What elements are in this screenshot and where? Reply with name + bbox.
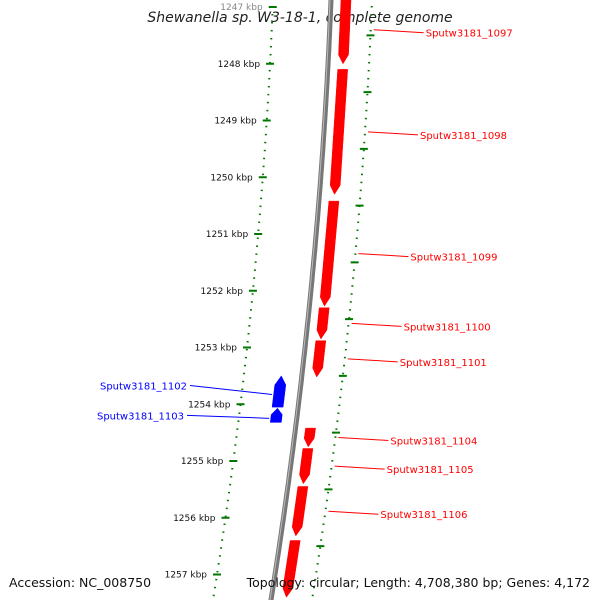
tick-label: 1251 kbp	[206, 230, 249, 240]
gene-label-leader	[367, 131, 419, 136]
gene-labels: Sputw3181_1097 Sputw3181_1098 Sputw3181_10…	[97, 29, 513, 522]
gene-label[interactable]: Sputw3181_1102	[100, 381, 187, 392]
tick-label: 1249 kbp	[214, 117, 257, 127]
gene-label-leader	[334, 465, 385, 470]
gene-arrow[interactable]	[270, 407, 283, 423]
tick-label: 1257 kbp	[165, 571, 208, 581]
gene-arrow[interactable]	[338, 0, 352, 65]
gene-label-leader	[351, 322, 402, 327]
gene-arrow[interactable]	[312, 340, 327, 378]
tick-label: 1255 kbp	[181, 457, 224, 467]
accession-text: Accession: NC_008750	[9, 575, 152, 590]
topology-text: Topology: circular; Length: 4,708,380 bp…	[246, 575, 590, 590]
gene-label[interactable]: Sputw3181_1105	[387, 465, 474, 476]
gene-label-leader	[328, 510, 379, 515]
tick-ruler: 1247 kbp 1248 kbp 1249 kbp 1250 kbp 1251 kbp…	[165, 0, 375, 600]
gene-label-leader	[186, 414, 270, 419]
backbone-line	[268, 0, 334, 600]
gene-arrow[interactable]	[329, 69, 348, 195]
gene-label[interactable]: Sputw3181_1097	[426, 29, 513, 40]
gene-features	[270, 0, 352, 598]
gene-label[interactable]: Sputw3181_1098	[420, 131, 507, 142]
tick-label: 1250 kbp	[210, 173, 253, 183]
tick-label: 1248 kbp	[218, 60, 261, 70]
gene-arrow[interactable]	[316, 307, 330, 340]
gene-label[interactable]: Sputw3181_1106	[380, 510, 467, 521]
gene-label-leader	[338, 436, 389, 441]
tick-label: 1256 kbp	[173, 514, 216, 524]
genome-backbone	[268, 0, 334, 600]
gene-arrow[interactable]	[282, 540, 301, 598]
gene-label-leader	[347, 358, 398, 363]
tick-label: 1253 kbp	[195, 344, 238, 354]
gene-label[interactable]: Sputw3181_1100	[404, 322, 491, 333]
gene-label[interactable]: Sputw3181_1101	[400, 358, 487, 369]
gene-label-leader	[189, 384, 273, 395]
gene-arrow[interactable]	[320, 200, 340, 307]
gene-label[interactable]: Sputw3181_1103	[97, 411, 184, 422]
backbone-highlight	[269, 0, 331, 600]
tick-label: 1247 kbp	[220, 3, 263, 13]
tick-label: 1254 kbp	[188, 400, 231, 410]
tick-label: 1252 kbp	[201, 287, 244, 297]
gene-label[interactable]: Sputw3181_1104	[390, 436, 477, 447]
gene-arrow[interactable]	[271, 375, 287, 408]
gene-label-leader	[358, 253, 409, 258]
inner-tick-ruler	[211, 0, 275, 600]
gene-arrow[interactable]	[303, 427, 316, 448]
gene-arrow[interactable]	[299, 448, 314, 485]
map-title: Shewanella sp. W3-18-1, complete genome	[147, 10, 453, 26]
gene-label-leader	[373, 29, 424, 34]
gene-label[interactable]: Sputw3181_1099	[410, 253, 497, 264]
gene-arrow[interactable]	[291, 486, 309, 537]
